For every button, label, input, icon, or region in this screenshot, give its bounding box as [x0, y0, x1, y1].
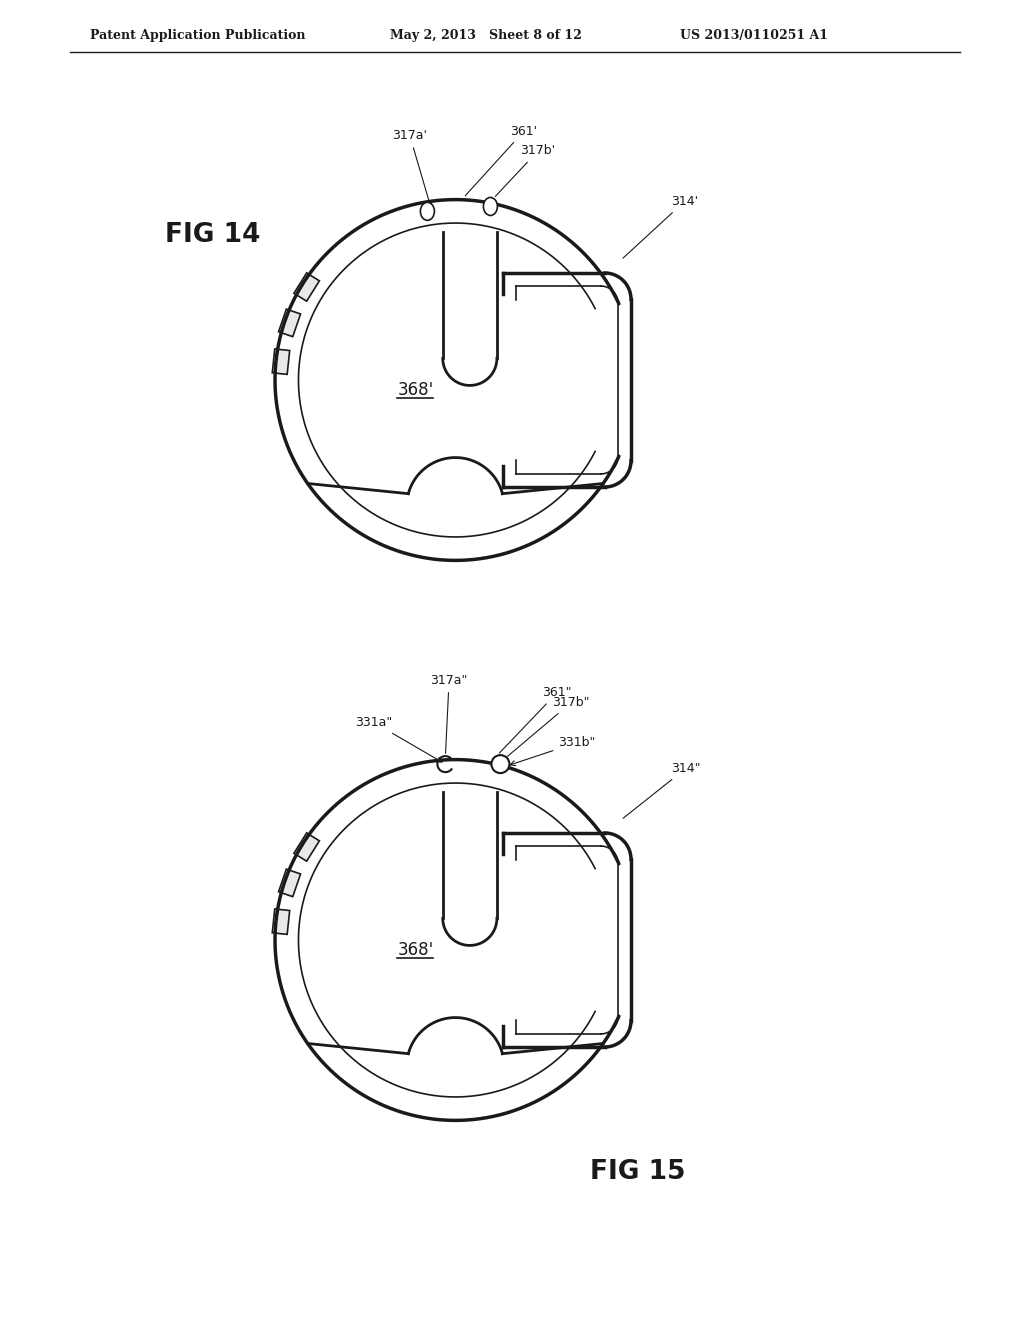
Text: Patent Application Publication: Patent Application Publication	[90, 29, 305, 41]
Polygon shape	[294, 273, 319, 301]
Polygon shape	[272, 348, 290, 375]
Text: 361": 361"	[500, 686, 571, 754]
Text: 331a": 331a"	[355, 717, 442, 762]
Text: FIG 14: FIG 14	[165, 222, 260, 248]
Text: FIG 15: FIG 15	[590, 1159, 685, 1185]
Text: 317b": 317b"	[508, 696, 590, 756]
Text: 368': 368'	[397, 941, 433, 960]
Polygon shape	[272, 909, 290, 935]
Text: 317a': 317a'	[392, 129, 429, 199]
Polygon shape	[294, 833, 319, 861]
Text: US 2013/0110251 A1: US 2013/0110251 A1	[680, 29, 828, 41]
Circle shape	[492, 755, 509, 774]
Text: May 2, 2013   Sheet 8 of 12: May 2, 2013 Sheet 8 of 12	[390, 29, 582, 41]
Polygon shape	[279, 309, 301, 337]
Text: 331b": 331b"	[510, 737, 596, 766]
Text: 314": 314"	[624, 762, 700, 818]
Text: 317a": 317a"	[430, 675, 468, 754]
Text: 361': 361'	[465, 124, 538, 195]
Text: 368': 368'	[397, 381, 433, 399]
Polygon shape	[279, 869, 301, 896]
Text: 317b': 317b'	[496, 144, 556, 197]
Ellipse shape	[421, 202, 434, 220]
Ellipse shape	[483, 198, 498, 215]
Text: 314': 314'	[623, 195, 698, 259]
